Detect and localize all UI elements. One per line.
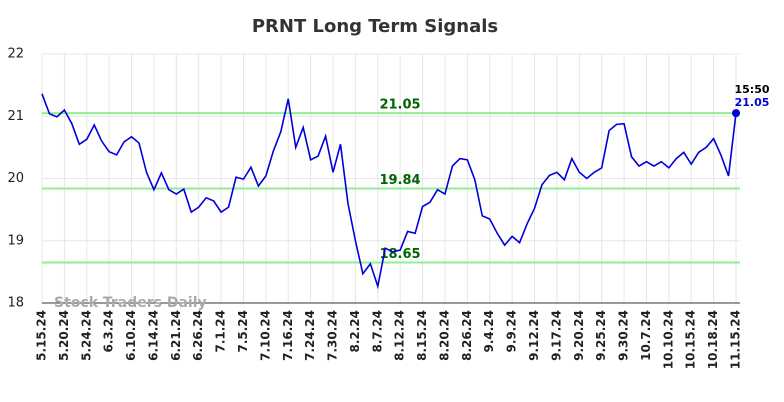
x-tick-label: 11.15.24 <box>729 310 743 369</box>
x-tick-label: 7.30.24 <box>326 310 340 361</box>
x-tick-label: 10.10.24 <box>661 310 675 369</box>
last-point <box>732 109 740 118</box>
x-tick-label: 7.5.24 <box>236 310 250 353</box>
x-tick-label: 6.14.24 <box>146 310 160 361</box>
x-tick-label: 8.12.24 <box>393 310 407 361</box>
x-tick-label: 5.20.24 <box>57 310 71 361</box>
x-tick-label: 9.30.24 <box>617 310 631 361</box>
signal-label: 21.05 <box>379 98 420 113</box>
x-tick-label: 6.3.24 <box>102 310 116 353</box>
x-tick-label: 8.20.24 <box>437 310 451 361</box>
x-tick-label: 9.9.24 <box>505 310 519 353</box>
y-tick-label: 21 <box>7 109 24 124</box>
watermark: Stock Traders Daily <box>54 295 207 311</box>
x-tick-label: 5.15.24 <box>35 310 49 361</box>
x-tick-label: 6.21.24 <box>169 310 183 361</box>
last-value: 21.05 <box>735 96 770 109</box>
y-tick-label: 20 <box>7 171 24 186</box>
x-tick-label: 7.10.24 <box>258 310 272 361</box>
signal-label: 19.84 <box>379 173 420 188</box>
y-tick-label: 19 <box>7 233 24 248</box>
x-tick-label: 6.10.24 <box>124 310 138 361</box>
x-tick-label: 8.7.24 <box>370 310 384 353</box>
x-tick-label: 8.2.24 <box>348 310 362 353</box>
x-tick-label: 7.24.24 <box>303 310 317 361</box>
x-tick-label: 7.1.24 <box>214 310 228 353</box>
x-tick-label: 5.24.24 <box>79 310 93 361</box>
x-tick-label: 6.26.24 <box>191 310 205 361</box>
x-tick-label: 9.25.24 <box>594 310 608 361</box>
y-tick-label: 22 <box>7 47 24 62</box>
x-tick-label: 8.26.24 <box>460 310 474 361</box>
x-tick-label: 10.18.24 <box>706 310 720 369</box>
x-tick-label: 9.17.24 <box>549 310 563 361</box>
x-tick-label: 10.7.24 <box>639 310 653 361</box>
chart-title: PRNT Long Term Signals <box>252 16 498 37</box>
x-tick-label: 10.15.24 <box>684 310 698 369</box>
x-tick-label: 7.16.24 <box>281 310 295 361</box>
x-tick-label: 8.15.24 <box>415 310 429 361</box>
x-tick-label: 9.20.24 <box>572 310 586 361</box>
x-tick-label: 9.4.24 <box>482 310 496 353</box>
y-tick-label: 18 <box>7 296 24 311</box>
price-line <box>41 93 737 290</box>
last-time: 15:50 <box>734 83 769 96</box>
x-tick-label: 9.12.24 <box>527 310 541 361</box>
